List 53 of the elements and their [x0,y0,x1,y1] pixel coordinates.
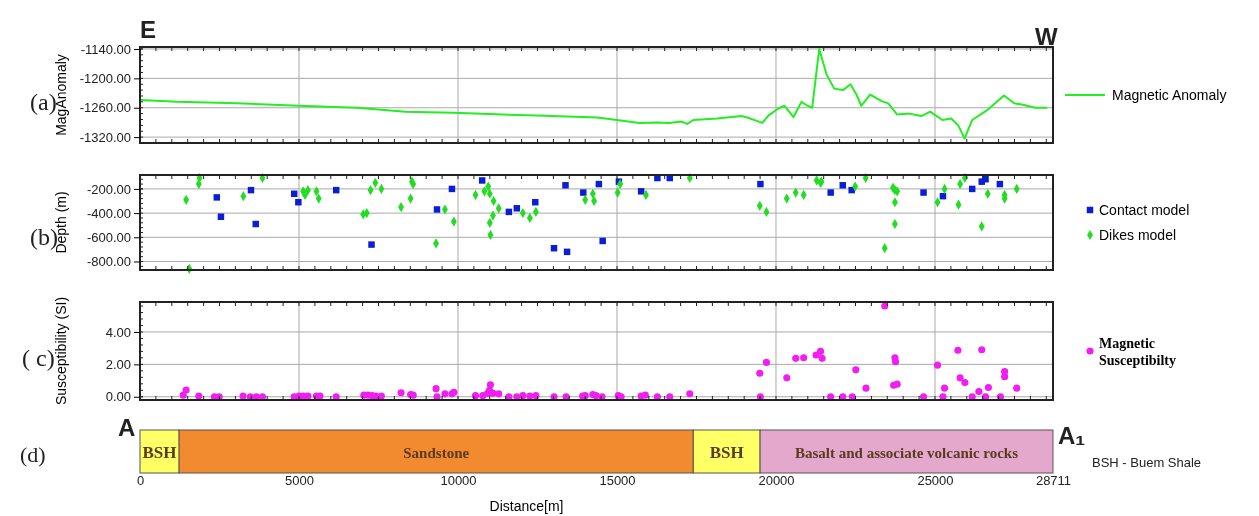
point [513,205,521,212]
line-series [139,47,1049,140]
legend-label: Magnetic Anomaly [1112,87,1227,103]
point [920,189,927,196]
y-tick-label: -1200.00 [79,71,131,87]
point [295,198,302,206]
point [532,198,539,206]
point [562,182,569,189]
y-tick-label: -800.00 [86,254,131,270]
x-tick-label: 0 [136,473,145,489]
y-tick-label: -400.00 [86,205,131,221]
point [637,188,645,195]
text: A [118,414,136,441]
point [982,176,989,183]
x-tick-label: 5000 [285,473,314,489]
y-tick-label: 4.00 [105,324,131,340]
text: (d) [20,442,46,467]
x-tick-label: 25000 [917,473,954,489]
series-label: BSH [709,442,744,462]
text: A₁ [1058,422,1086,449]
series-label: Sandstone [403,444,470,461]
y-axis-title: Susceptibility (SI) [53,296,69,406]
x-tick-label: 20000 [758,473,795,489]
point [368,241,375,248]
text: E [140,16,157,43]
annotation: W [1035,23,1058,50]
y-tick-label: -600.00 [86,229,131,245]
x-tick-label: 15000 [599,473,636,489]
point [839,182,847,189]
x-axis-title: Distance[m] [489,498,564,514]
y-tick-label: -200.00 [86,181,131,197]
legend-label: Magnetic Susceptibilty [1099,336,1177,368]
point [433,206,441,213]
point [478,177,486,184]
y-tick-label: -1140.00 [80,41,131,57]
point [580,189,587,196]
point [213,194,221,201]
point [757,180,764,188]
y-tick-label: -1320.00 [79,129,131,145]
x-tick-label: 28711 [1035,473,1072,489]
legend-label: Contact model [1099,202,1190,218]
y-tick-label: -1260.00 [79,100,131,116]
series-label: BSH [142,442,177,462]
point [827,189,834,196]
y-tick-label: 0.00 [105,389,131,405]
y-tick-label: 2.00 [105,357,131,373]
series-label: Basalt and associate volcanic rocks [795,444,1019,461]
text: ( c) [22,345,55,371]
x-tick-label: 10000 [440,473,477,489]
text: (a) [30,89,57,115]
text: BSH - Buem Shale [1092,455,1202,470]
legend-label: Dikes model [1099,227,1177,243]
point [599,237,606,245]
